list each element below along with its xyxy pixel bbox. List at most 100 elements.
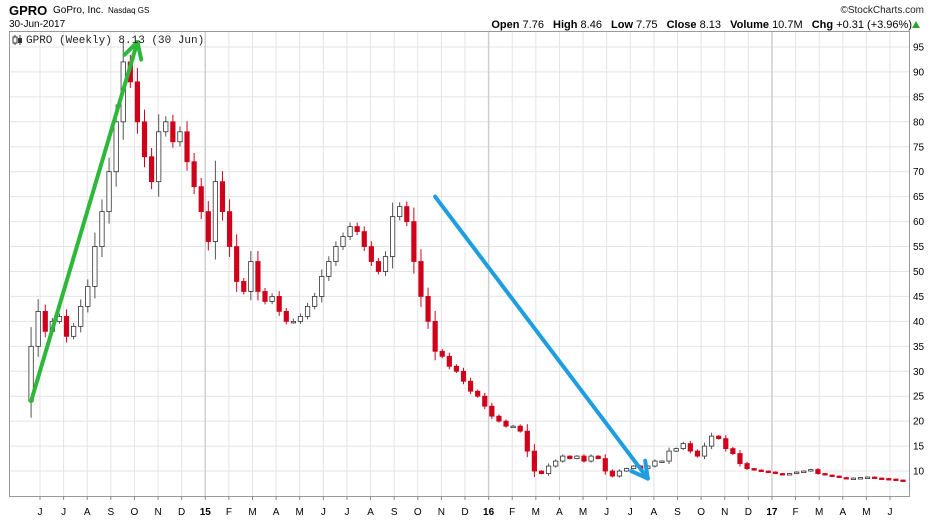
candle-up: [652, 460, 658, 467]
x-tick-label: F: [226, 507, 232, 518]
candle-up: [701, 445, 708, 457]
candle-up: [290, 320, 296, 324]
candle-up: [616, 470, 623, 477]
low-value: 7.75: [636, 19, 658, 31]
candle-up: [85, 286, 91, 307]
candle-down: [872, 476, 878, 479]
trend-arrow-head: [122, 39, 144, 62]
candle-up: [673, 448, 679, 452]
y-tick-label: 70: [913, 167, 925, 178]
x-tick-label: D: [745, 507, 752, 518]
candle-down: [779, 473, 786, 476]
x-tick-label: J: [38, 507, 43, 518]
quote-date: 30-Jun-2017: [9, 19, 66, 30]
candle-up: [850, 477, 856, 480]
candle-down: [517, 425, 523, 432]
x-tick-label: J: [344, 507, 349, 518]
close-value: 8.13: [699, 19, 722, 31]
candle-down: [687, 443, 693, 452]
candle-down: [716, 435, 722, 440]
candle-up: [340, 236, 346, 247]
trend-arrows: [29, 39, 650, 481]
candle-down: [723, 438, 729, 450]
candle-down: [411, 221, 417, 262]
candle-down: [496, 415, 502, 422]
candlestick-series: [28, 40, 906, 482]
y-tick-label: 75: [913, 142, 925, 153]
y-tick-label: 30: [913, 367, 925, 378]
x-tick-label: M: [815, 507, 823, 518]
x-tick-label: 17: [766, 507, 778, 518]
x-tick-label: S: [107, 507, 114, 518]
candle-up: [106, 171, 112, 213]
candle-down: [737, 453, 743, 464]
brand-label[interactable]: ©StockCharts.com: [840, 5, 924, 16]
chart-header: GPRO GoPro, Inc. Nasdaq GS 30-Jun-2017 ©…: [0, 0, 930, 32]
candle-down: [184, 131, 190, 163]
candle-up: [212, 181, 218, 242]
candle-down: [893, 478, 899, 481]
y-tick-label: 50: [913, 267, 925, 278]
ticker-symbol: GPRO: [9, 3, 48, 18]
candle-down: [815, 469, 821, 474]
x-tick-label: N: [721, 507, 728, 518]
candle-up: [574, 455, 580, 459]
candle-up: [382, 256, 389, 272]
candle-down: [772, 471, 779, 474]
x-tick-label: M: [248, 507, 256, 518]
x-axis: J J A S O N D 15 F M A M J J A S O N D 16 F M A M J J A S O N D 17 F M A M J: [38, 496, 893, 518]
y-tick-label: 85: [913, 92, 925, 103]
candle-down: [191, 161, 197, 188]
candle-up: [786, 473, 793, 476]
candle-up: [659, 460, 665, 463]
x-tick-label: O: [414, 507, 422, 518]
x-tick-label: J: [321, 507, 326, 518]
candle-down: [538, 470, 545, 474]
candle-down: [694, 450, 701, 457]
candle-up: [156, 131, 162, 183]
open-value: 7.76: [522, 19, 544, 31]
candle-down: [241, 281, 247, 292]
y-tick-label: 45: [913, 292, 925, 303]
y-tick-label: 60: [913, 217, 925, 228]
candle-down: [751, 468, 757, 471]
candle-down: [567, 455, 573, 459]
quote-summary: Open 7.76 High 8.46 Low 7.75 Close 8.13 …: [491, 19, 912, 31]
x-tick-label: A: [556, 507, 563, 518]
x-tick-label: J: [604, 507, 609, 518]
candle-down: [375, 261, 382, 272]
x-tick-label: J: [628, 507, 633, 518]
candle-down: [829, 474, 835, 477]
candle-down: [276, 296, 282, 312]
candle-up: [808, 469, 814, 472]
trend-arrow-head: [629, 458, 650, 481]
candle-down: [467, 380, 474, 392]
x-tick-label: A: [273, 507, 280, 518]
x-tick-label: M: [296, 507, 304, 518]
x-tick-label: A: [651, 507, 658, 518]
candle-up: [666, 450, 672, 462]
candle-up: [709, 435, 715, 447]
candle-down: [460, 370, 467, 382]
x-tick-label: M: [862, 507, 870, 518]
candle-down: [453, 365, 460, 372]
plot-frame: [9, 31, 910, 497]
candle-up: [347, 226, 353, 237]
x-tick-label: J: [61, 507, 66, 518]
candle-up: [631, 465, 637, 469]
candle-up: [794, 471, 800, 474]
candle-down: [758, 469, 764, 472]
candle-up: [248, 261, 254, 292]
candle-down: [531, 450, 537, 472]
candle-down: [765, 470, 771, 473]
candle-up: [553, 460, 559, 467]
candle-up: [304, 306, 311, 317]
y-tick-label: 40: [913, 317, 925, 328]
candle-down: [134, 81, 141, 123]
candle-down: [141, 121, 148, 158]
candle-up: [857, 477, 864, 480]
y-tick-label: 20: [913, 417, 925, 428]
high-label: High: [553, 19, 578, 31]
trend-arrow-shaft: [29, 39, 140, 404]
